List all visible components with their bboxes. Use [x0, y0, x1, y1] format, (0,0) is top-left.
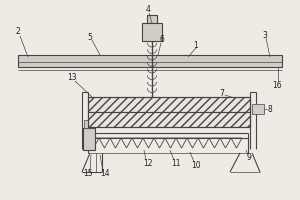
Bar	[18, 55, 282, 67]
Text: 11: 11	[171, 158, 181, 168]
Bar	[83, 128, 95, 150]
Text: 8: 8	[268, 104, 272, 114]
Text: 10: 10	[191, 160, 201, 170]
Text: 2: 2	[16, 27, 20, 36]
Bar	[88, 97, 250, 112]
Bar	[252, 104, 264, 114]
Text: 7: 7	[220, 88, 224, 98]
Bar	[88, 112, 250, 127]
Text: 15: 15	[83, 170, 93, 178]
Text: 9: 9	[247, 154, 251, 162]
Text: 5: 5	[88, 32, 92, 42]
Text: 14: 14	[100, 170, 110, 178]
Bar	[88, 97, 250, 127]
Bar	[84, 120, 94, 128]
Text: 13: 13	[67, 73, 77, 82]
Text: 12: 12	[143, 158, 153, 168]
Text: 16: 16	[272, 80, 282, 90]
Bar	[147, 15, 157, 23]
Text: 6: 6	[160, 36, 164, 45]
Text: 4: 4	[146, 5, 150, 15]
Text: 1: 1	[194, 40, 198, 49]
Bar	[142, 23, 162, 41]
Text: 3: 3	[262, 30, 267, 40]
